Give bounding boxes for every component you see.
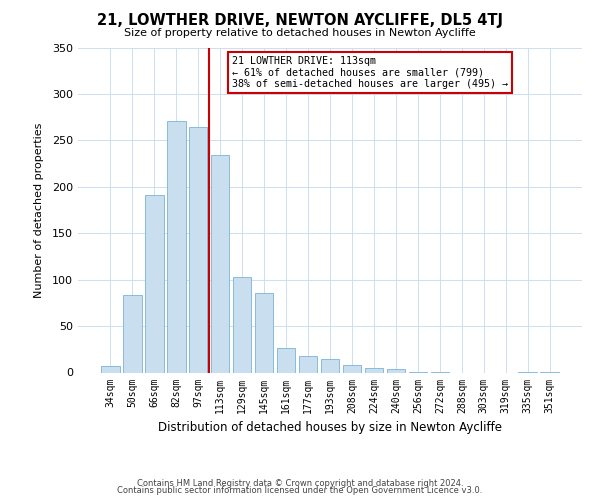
Text: 21, LOWTHER DRIVE, NEWTON AYCLIFFE, DL5 4TJ: 21, LOWTHER DRIVE, NEWTON AYCLIFFE, DL5 … xyxy=(97,12,503,28)
Bar xyxy=(343,365,361,372)
Text: Contains HM Land Registry data © Crown copyright and database right 2024.: Contains HM Land Registry data © Crown c… xyxy=(137,478,463,488)
Bar xyxy=(386,369,405,372)
Text: 21 LOWTHER DRIVE: 113sqm
← 61% of detached houses are smaller (799)
38% of semi-: 21 LOWTHER DRIVE: 113sqm ← 61% of detach… xyxy=(232,56,508,89)
Bar xyxy=(365,368,383,372)
Bar xyxy=(167,121,185,372)
Bar xyxy=(277,348,295,372)
Bar xyxy=(255,292,274,372)
Bar xyxy=(123,294,142,372)
Bar xyxy=(189,128,208,372)
Bar xyxy=(299,356,317,372)
Bar xyxy=(145,195,164,372)
Bar xyxy=(211,155,229,372)
Bar xyxy=(233,277,251,372)
Bar xyxy=(320,358,340,372)
Text: Size of property relative to detached houses in Newton Aycliffe: Size of property relative to detached ho… xyxy=(124,28,476,38)
Y-axis label: Number of detached properties: Number of detached properties xyxy=(34,122,44,298)
Bar xyxy=(101,366,119,372)
Text: Contains public sector information licensed under the Open Government Licence v3: Contains public sector information licen… xyxy=(118,486,482,495)
X-axis label: Distribution of detached houses by size in Newton Aycliffe: Distribution of detached houses by size … xyxy=(158,421,502,434)
